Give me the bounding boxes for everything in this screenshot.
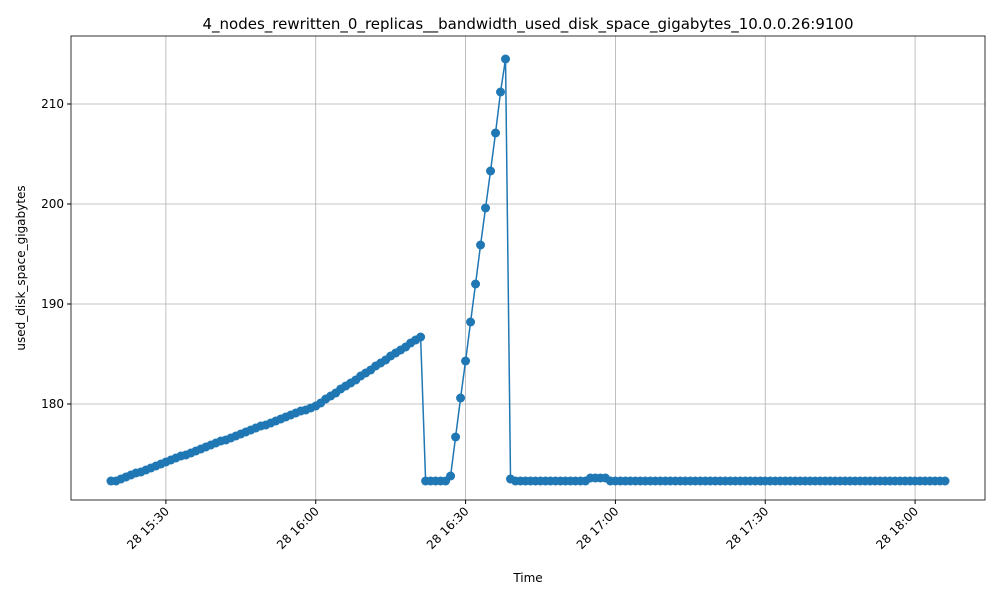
point bbox=[416, 332, 426, 342]
point bbox=[446, 471, 456, 481]
point bbox=[471, 279, 481, 289]
x-axis-label: Time bbox=[512, 571, 542, 585]
chart-title: 4_nodes_rewritten_0_replicas__bandwidth_… bbox=[202, 15, 853, 34]
y-tick-label: 200 bbox=[41, 197, 64, 211]
point bbox=[501, 54, 511, 64]
y-tick-label: 180 bbox=[41, 397, 64, 411]
point bbox=[481, 203, 491, 213]
point bbox=[486, 166, 496, 176]
point bbox=[461, 356, 471, 366]
point bbox=[466, 317, 476, 327]
point bbox=[496, 87, 506, 97]
point bbox=[456, 393, 466, 403]
y-tick-label: 210 bbox=[41, 97, 64, 111]
plot-frame bbox=[70, 35, 986, 501]
y-tick-label: 190 bbox=[41, 297, 64, 311]
point bbox=[491, 128, 501, 138]
point bbox=[940, 476, 950, 486]
point bbox=[476, 240, 486, 250]
y-axis-label: used_disk_space_gigabytes bbox=[14, 185, 28, 350]
point bbox=[451, 432, 461, 442]
